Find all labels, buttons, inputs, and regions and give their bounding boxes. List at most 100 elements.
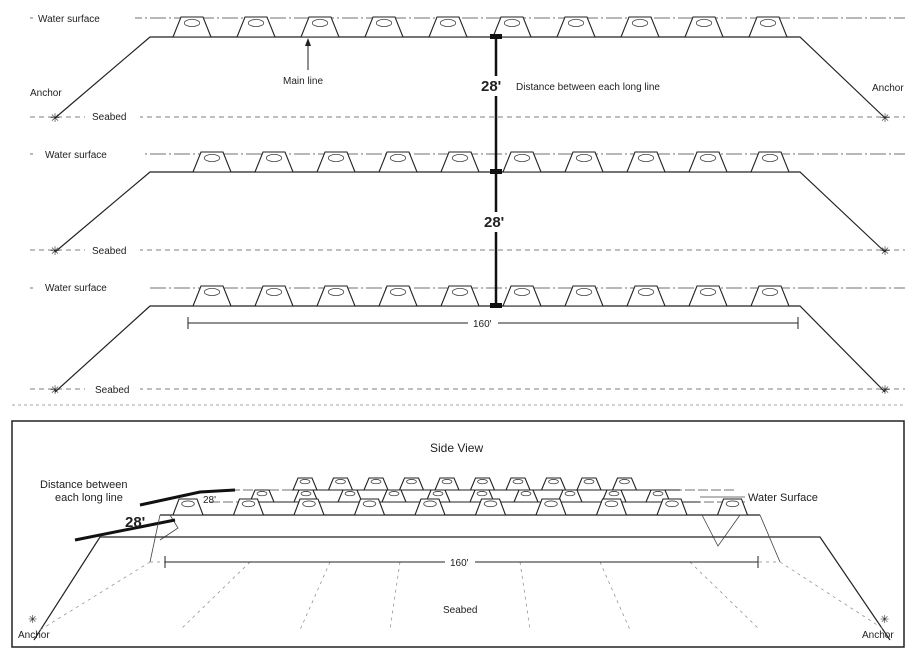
arrow-icon [139, 488, 236, 507]
seabed-label: Seabed [92, 246, 126, 257]
buoy [337, 489, 363, 503]
arrow-icon [74, 518, 176, 542]
side-view-frame [11, 420, 905, 648]
buoy [688, 285, 728, 307]
anchor-icon: ✳ [880, 383, 890, 397]
anchor-icon: ✳ [880, 111, 890, 125]
buoy [172, 16, 212, 38]
seabed-label: Seabed [443, 605, 477, 616]
main-line-label: Main line [283, 76, 323, 87]
buoy [236, 16, 276, 38]
water-surface-label: Water surface [45, 283, 107, 294]
anchor-icon: ✳ [28, 614, 37, 626]
arrow-icon [305, 38, 311, 46]
buoy [292, 477, 318, 491]
buoy [595, 498, 628, 516]
buoy [381, 489, 407, 503]
buoy [611, 477, 638, 491]
buoy [564, 151, 604, 173]
buoy [502, 285, 542, 307]
buoy [440, 151, 480, 173]
buoy [540, 477, 567, 491]
length-dimension: 160' [187, 316, 799, 330]
spacing-dimension: 28' Distance between each long line 28' [476, 34, 660, 308]
side-view-title: Side View [430, 441, 483, 455]
buoy [363, 477, 389, 491]
anchor-icon: ✳ [880, 614, 889, 626]
spacing-value: 28' [203, 495, 216, 506]
seabed-label: Seabed [92, 112, 126, 123]
buoy [564, 285, 604, 307]
buoy [378, 285, 418, 307]
buoy [440, 285, 480, 307]
anchor-label: Anchor [18, 630, 50, 641]
buoy [688, 151, 728, 173]
buoy [316, 285, 356, 307]
length-dimension: 160' [164, 555, 759, 569]
anchor-label: Anchor [30, 88, 62, 99]
anchor-icon: ✳ [50, 383, 60, 397]
spacing-value: 28' [484, 214, 504, 231]
buoy [293, 498, 325, 516]
buoy [684, 16, 724, 38]
main-line [54, 36, 886, 119]
longline-3: Water surface Seabed ✳ ✳ 160' [30, 281, 905, 397]
length-value: 160' [450, 558, 469, 569]
buoy [492, 16, 532, 38]
spacing-label: each long line [55, 492, 123, 504]
spacing-value: 28' [125, 514, 145, 531]
anchor-label: Anchor [862, 630, 894, 641]
buoy [513, 489, 539, 503]
water-surface-label: Water Surface [748, 492, 818, 504]
buoy [626, 285, 666, 307]
buoy [428, 16, 468, 38]
buoy-row [172, 16, 788, 38]
buoy [656, 498, 688, 516]
buoy [535, 498, 567, 516]
buoy [469, 477, 496, 491]
buoy [576, 477, 602, 491]
anchor-icon: ✳ [880, 244, 890, 258]
buoy [378, 151, 418, 173]
water-surface-label: Water surface [38, 14, 100, 25]
spacing-label: Distance between each long line [516, 82, 660, 93]
buoy [556, 16, 596, 38]
longline-2: Water surface Seabed ✳ ✳ [30, 148, 905, 258]
main-line [54, 171, 886, 253]
buoy [316, 151, 356, 173]
seabed-label: Seabed [95, 385, 129, 396]
anchor-icon: ✳ [50, 244, 60, 258]
spacing-label: Distance between [40, 479, 127, 491]
side-view-panel: Side View Water Surface Distance between… [11, 420, 905, 648]
buoy [557, 489, 583, 503]
anchor-rope [149, 514, 161, 563]
buoy-row [192, 285, 790, 307]
buoy [327, 477, 354, 491]
spacing-value: 28' [481, 78, 501, 95]
buoy [172, 498, 204, 516]
main-line [33, 536, 891, 641]
buoy-row-front [172, 498, 749, 516]
anchor-label: Anchor [872, 83, 904, 94]
buoy [505, 477, 531, 491]
buoy [748, 16, 788, 38]
buoy [626, 151, 666, 173]
buoy [716, 498, 749, 516]
buoy [398, 477, 425, 491]
buoy [750, 151, 790, 173]
buoy [254, 151, 294, 173]
seabed-perspective [39, 561, 886, 631]
buoy [232, 498, 265, 516]
buoy [474, 498, 507, 516]
dropper-line [159, 514, 179, 541]
anchor-icon: ✳ [50, 111, 60, 125]
buoy [750, 285, 790, 307]
water-surface-label: Water surface [45, 150, 107, 161]
buoy [192, 151, 232, 173]
buoy-row-back [292, 477, 638, 491]
buoy [192, 285, 232, 307]
buoy [434, 477, 460, 491]
buoy [502, 151, 542, 173]
